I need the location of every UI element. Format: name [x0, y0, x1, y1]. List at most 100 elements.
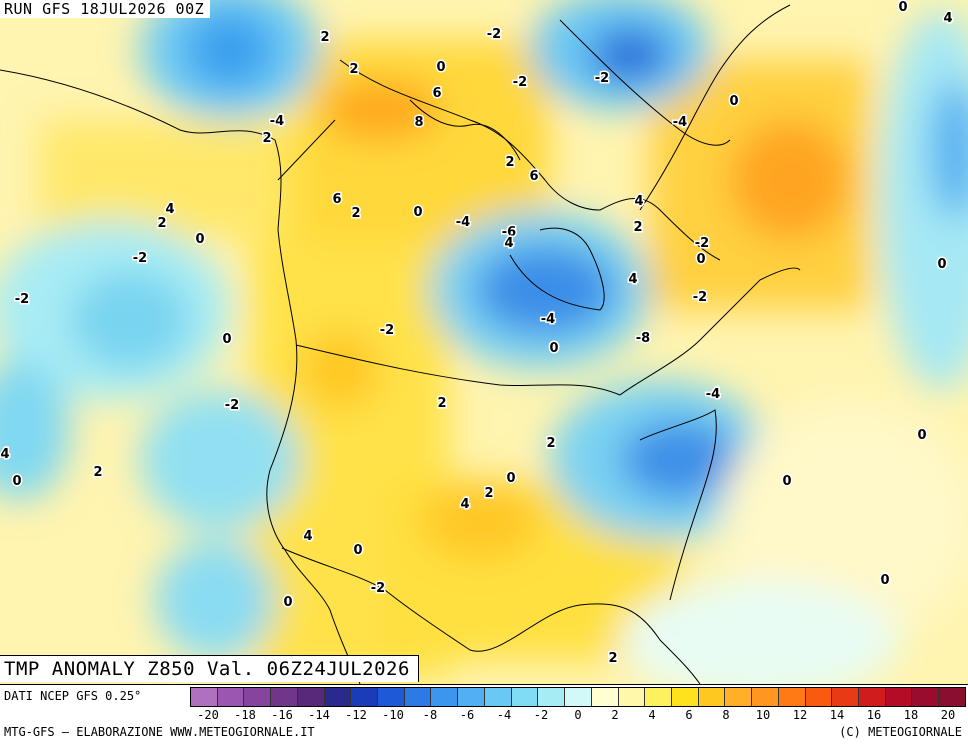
scale-tick-label: 4 — [648, 708, 656, 722]
scale-tick-label: 10 — [755, 708, 771, 722]
contour-label: 0 — [880, 573, 889, 588]
scale-swatch — [591, 688, 619, 706]
map-title: TMP ANOMALY Z850 Val. 06Z24JUL2026 — [0, 655, 419, 682]
scale-swatch — [297, 688, 325, 706]
contour-label: -2 — [695, 236, 709, 251]
scale-tick-label: 16 — [866, 708, 882, 722]
scale-tick-label: 12 — [792, 708, 808, 722]
contour-label: 2 — [437, 396, 446, 411]
contour-label: 0 — [696, 252, 705, 267]
scale-swatch — [511, 688, 539, 706]
scale-swatch — [778, 688, 806, 706]
scale-swatch — [912, 688, 940, 706]
scale-swatch — [698, 688, 726, 706]
anomaly-field — [0, 0, 968, 684]
contour-label: 2 — [608, 651, 617, 666]
contour-label: -2 — [380, 323, 394, 338]
scale-swatch — [885, 688, 913, 706]
contour-label: 0 — [917, 428, 926, 443]
contour-label: 0 — [283, 595, 292, 610]
scale-tick-label: -20 — [197, 708, 219, 722]
contour-label: -2 — [513, 75, 527, 90]
scale-tick-label: -2 — [533, 708, 549, 722]
contour-label: -6 — [502, 225, 516, 240]
scale-swatch — [565, 688, 592, 706]
contour-label: 6 — [529, 169, 538, 184]
contour-label: 2 — [157, 216, 166, 231]
scale-swatch — [671, 688, 699, 706]
scale-swatch — [244, 688, 272, 706]
contour-label: 2 — [349, 62, 358, 77]
scale-swatch — [805, 688, 833, 706]
contour-label: -4 — [541, 312, 555, 327]
scale-swatch — [378, 688, 405, 706]
contour-label: -4 — [270, 114, 284, 129]
contour-label: 4 — [943, 11, 952, 26]
coastlines — [0, 4, 801, 684]
contour-label: -2 — [595, 71, 609, 86]
contour-label: 2 — [262, 131, 271, 146]
scale-tick-label: -4 — [496, 708, 512, 722]
scale-tick-label: 6 — [685, 708, 693, 722]
scale-swatch — [458, 688, 485, 706]
contour-label: 0 — [413, 205, 422, 220]
scale-tick-label: 18 — [903, 708, 919, 722]
contour-label: 2 — [351, 206, 360, 221]
scale-tick-label: -16 — [271, 708, 293, 722]
run-label: RUN GFS 18JUL2026 00Z — [0, 0, 211, 18]
contour-label: -2 — [133, 251, 147, 266]
scale-swatch — [271, 688, 298, 706]
contour-label: 0 — [12, 474, 21, 489]
credits-right: (C) METEOGIORNALE — [839, 725, 962, 739]
contour-label: -4 — [706, 387, 720, 402]
contour-label: 0 — [782, 474, 791, 489]
contour-label: -2 — [225, 398, 239, 413]
scale-tick-label: 2 — [611, 708, 619, 722]
contour-label: 8 — [414, 115, 423, 130]
contour-label: 0 — [898, 0, 907, 15]
contour-label: -2 — [487, 27, 501, 42]
scale-swatch — [858, 688, 886, 706]
scale-tick-label: 8 — [722, 708, 730, 722]
scale-swatch — [645, 688, 672, 706]
contour-label: 2 — [546, 436, 555, 451]
contour-label: -2 — [693, 290, 707, 305]
scale-tick-label: 14 — [829, 708, 845, 722]
scale-swatch — [351, 688, 379, 706]
scale-swatch — [404, 688, 432, 706]
scale-swatch — [939, 688, 965, 706]
contour-label: 2 — [484, 486, 493, 501]
scale-swatch — [484, 688, 512, 706]
contour-label: -4 — [456, 215, 470, 230]
scale-tick-label: -10 — [382, 708, 404, 722]
contour-label: 0 — [549, 341, 558, 356]
scale-swatch — [832, 688, 859, 706]
contour-label: 4 — [628, 272, 637, 287]
contour-label: 4 — [634, 194, 643, 209]
contour-label: -8 — [636, 331, 650, 346]
scale-swatch — [725, 688, 753, 706]
scale-tick-label: -6 — [459, 708, 475, 722]
contour-label: 0 — [222, 332, 231, 347]
scale-tick-label: -18 — [234, 708, 256, 722]
scale-tick-label: 20 — [940, 708, 956, 722]
contour-label: 4 — [504, 236, 513, 251]
scale-tick-label: -8 — [422, 708, 438, 722]
scale-tick-label: 0 — [574, 708, 582, 722]
contour-label: 0 — [436, 60, 445, 75]
contour-label: 0 — [353, 543, 362, 558]
footer: DATI NCEP GFS 0.25° -20 -18 -16 -14 -12 -10 -8… — [0, 684, 968, 746]
credits-left: MTG-GFS — ELABORAZIONE WWW.METEOGIORNALE… — [4, 725, 315, 739]
contour-label: 2 — [320, 30, 329, 45]
scale-tick-label: -12 — [345, 708, 367, 722]
contour-label: 0 — [506, 471, 515, 486]
contour-label: 4 — [0, 447, 9, 462]
contour-label: 6 — [332, 192, 341, 207]
contour-label: -4 — [673, 115, 687, 130]
contour-label: 0 — [937, 257, 946, 272]
scale-swatch — [217, 688, 245, 706]
scale-swatch — [191, 688, 218, 706]
scale-swatch — [324, 688, 352, 706]
